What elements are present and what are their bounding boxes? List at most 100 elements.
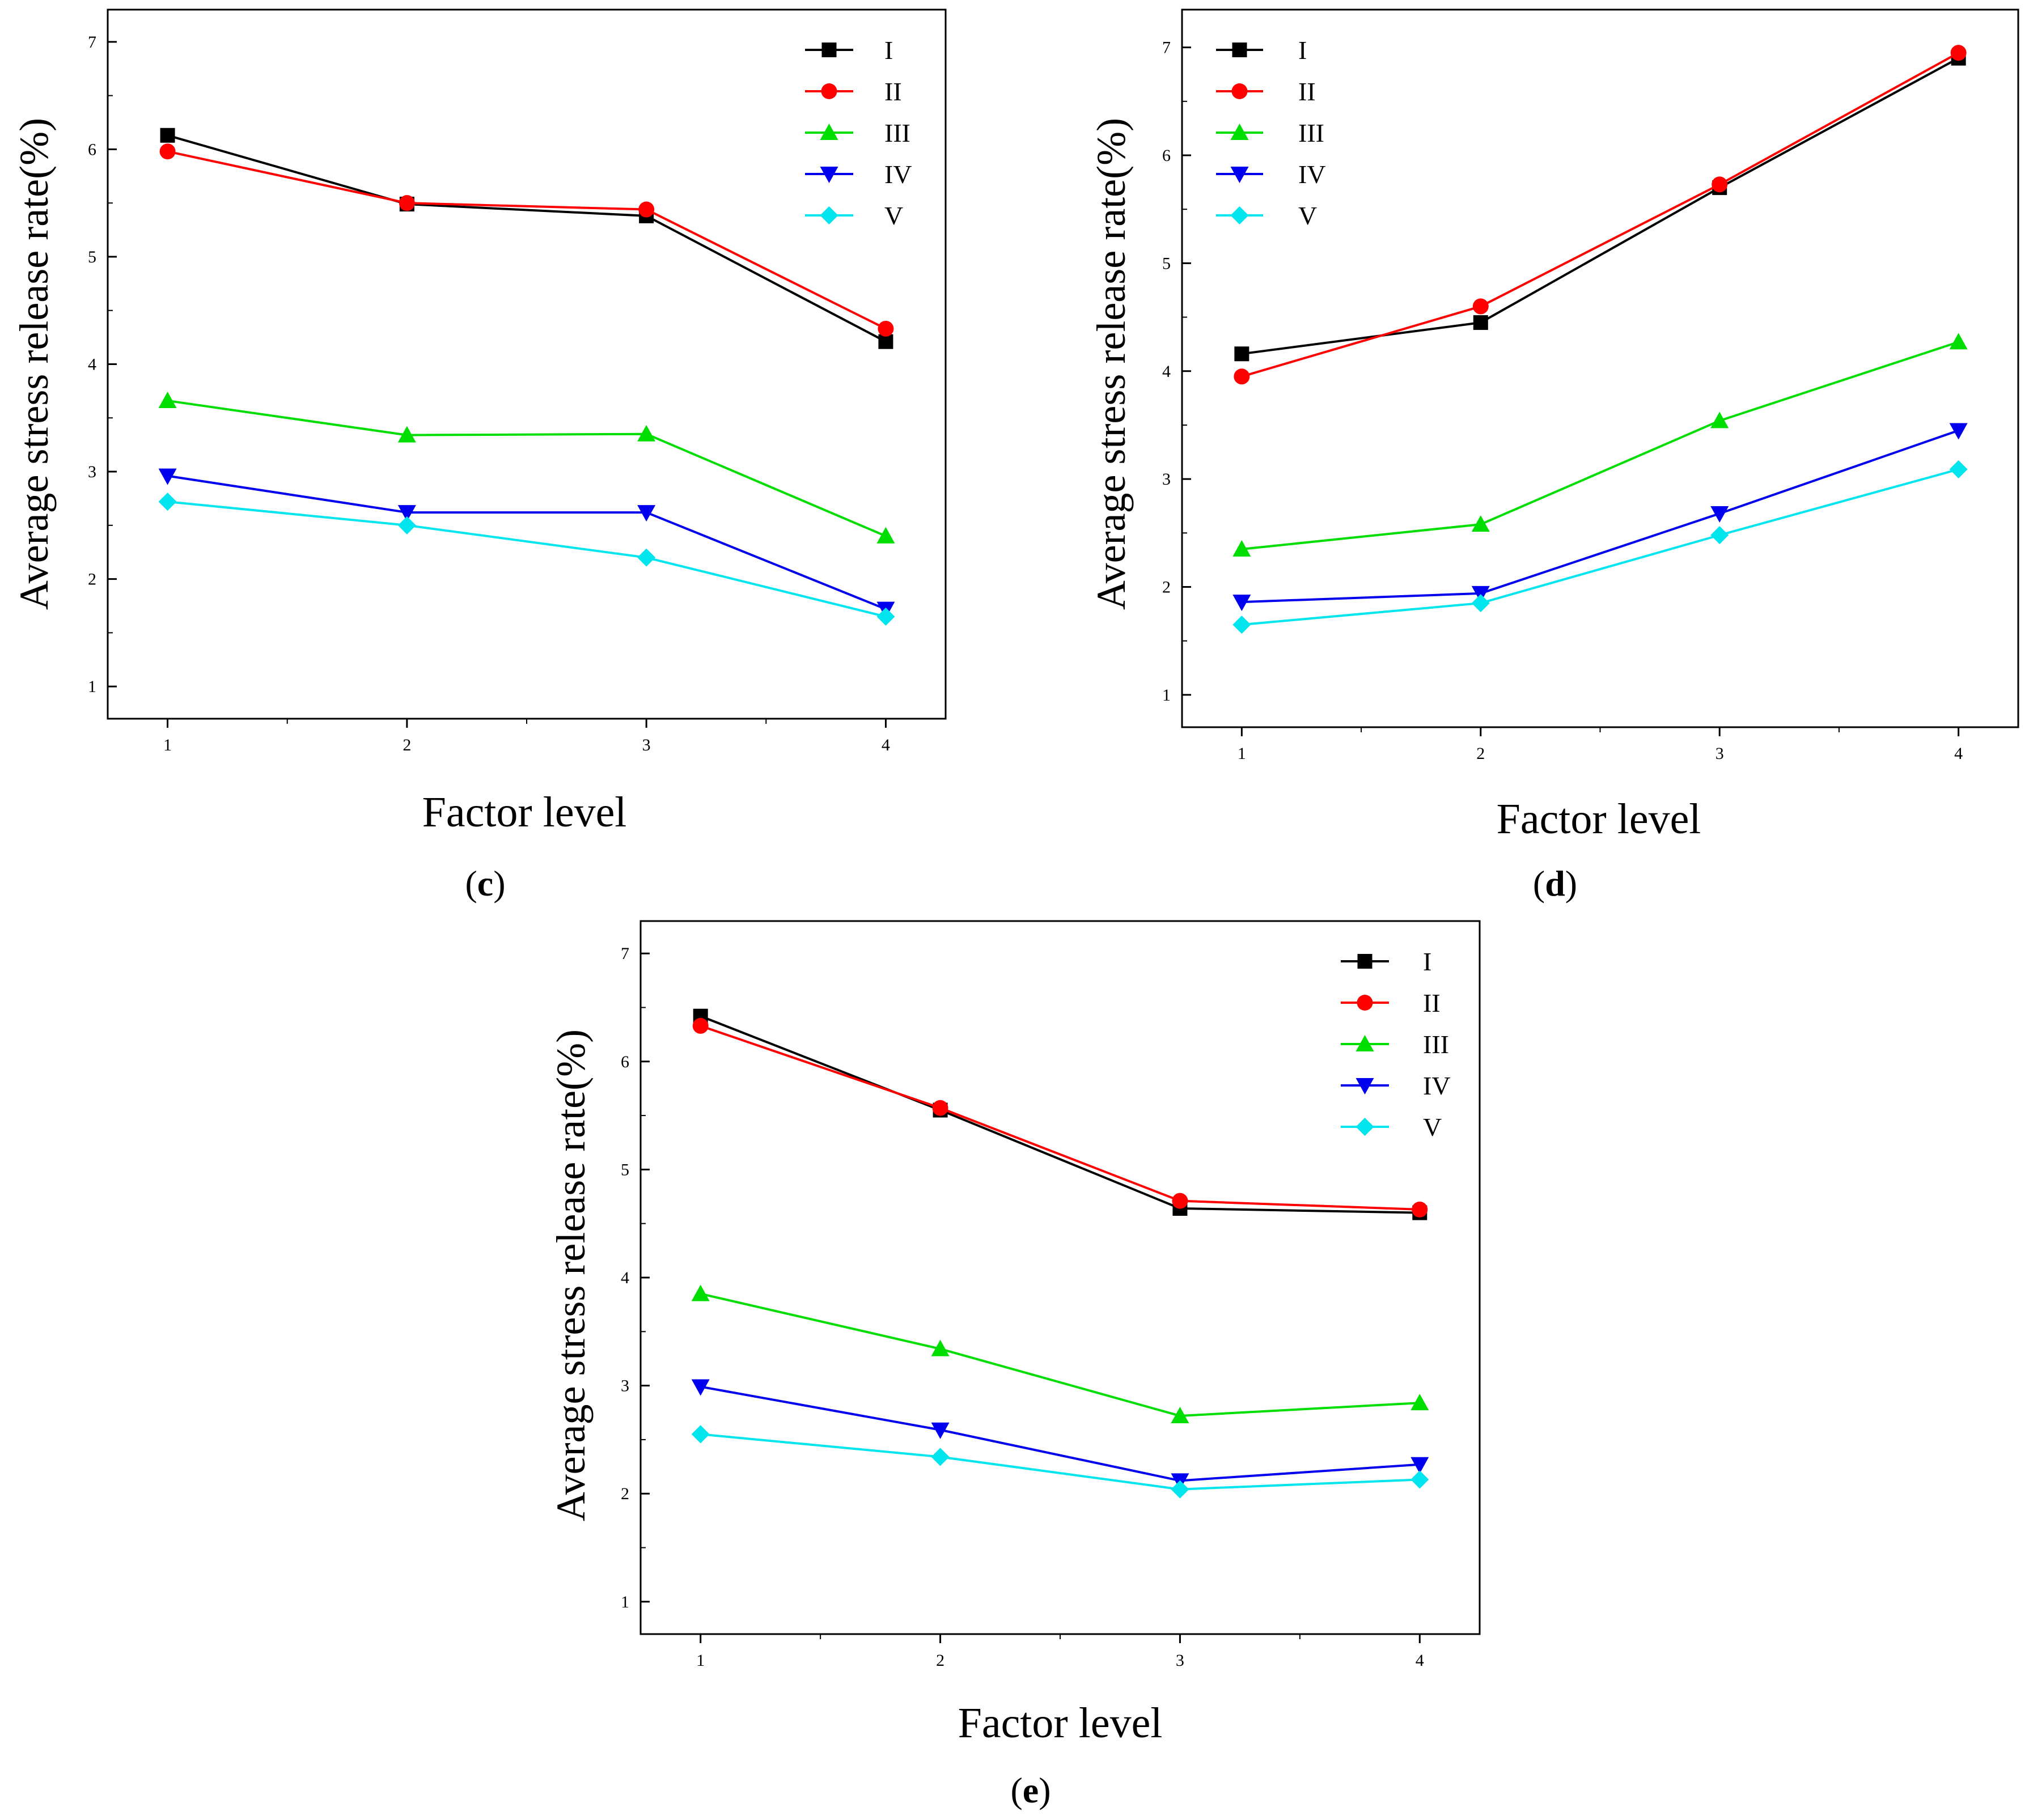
data-point-II-2: [399, 195, 415, 211]
series-V: [1232, 460, 1968, 634]
legend-label-I: I: [1298, 36, 1307, 65]
series-IV: [1232, 423, 1968, 612]
x-tick-label: 2: [1476, 744, 1485, 763]
data-point-I-1: [160, 128, 175, 143]
legend-marker-III: [820, 124, 838, 140]
series-line-IV: [700, 1385, 1420, 1482]
x-tick-label: 1: [696, 1651, 705, 1670]
data-point-II-1: [1234, 368, 1250, 385]
data-point-II-3: [1172, 1193, 1188, 1209]
series-V: [691, 1425, 1429, 1499]
legend-marker-I: [821, 43, 837, 57]
y-tick-label: 1: [88, 677, 96, 696]
series-line-II: [1241, 52, 1959, 378]
x-tick-label: 1: [1238, 744, 1246, 763]
legend-marker-II: [821, 83, 837, 99]
series-line-III: [700, 1292, 1420, 1417]
y-tick-label: 1: [621, 1593, 629, 1611]
legend-marker-V: [820, 206, 838, 224]
panel-label-letter: e: [1023, 1770, 1039, 1810]
series-III: [158, 391, 895, 544]
legend-label-V: V: [1423, 1113, 1442, 1142]
y-tick-label: 3: [88, 463, 96, 481]
legend-label-I: I: [884, 36, 893, 65]
legend-label-V: V: [884, 201, 903, 230]
series-I: [693, 1008, 1427, 1220]
series-line-I: [167, 134, 887, 343]
series-II: [159, 143, 894, 337]
data-point-II-4: [878, 320, 894, 337]
series-line-V: [700, 1433, 1420, 1491]
legend-label-I: I: [1423, 947, 1431, 976]
data-point-III-4: [1410, 1394, 1429, 1411]
y-tick-label: 2: [621, 1484, 629, 1503]
panel-label: (d): [1533, 863, 1577, 903]
plot-frame: [639, 920, 1481, 1635]
panel-label: (c): [465, 863, 505, 903]
data-point-II-3: [638, 201, 655, 218]
panel-label-open-paren: (: [1533, 863, 1545, 903]
series-line-IV: [167, 474, 887, 610]
x-axis-title: Factor level: [958, 1699, 1163, 1747]
data-point-IV-4: [1949, 423, 1968, 440]
y-tick-label: 1: [1162, 686, 1171, 705]
data-point-V-3: [1171, 1480, 1189, 1499]
y-tick-label: 6: [621, 1053, 629, 1071]
panel-label-close-paren: ): [1039, 1770, 1050, 1810]
x-tick-label: 4: [1416, 1651, 1424, 1670]
legend-label-II: II: [884, 77, 902, 106]
series-IV: [158, 468, 895, 618]
x-tick-label: 2: [936, 1651, 944, 1670]
legend-marker-V: [1230, 206, 1249, 224]
legend-marker-IV: [1356, 1078, 1374, 1094]
data-point-III-2: [397, 426, 416, 443]
series-III: [691, 1284, 1429, 1423]
y-tick-label: 4: [1162, 362, 1171, 381]
legend-label-IV: IV: [1423, 1071, 1451, 1100]
legend-label-V: V: [1298, 201, 1317, 230]
plot-frame: [107, 9, 947, 720]
series-line-III: [167, 399, 887, 537]
series-IV: [691, 1379, 1429, 1490]
legend-marker-I: [1357, 954, 1373, 969]
panel-label: (e): [1010, 1770, 1050, 1810]
x-axis-title: Factor level: [422, 788, 627, 836]
data-point-II-4: [1412, 1201, 1428, 1217]
panel-label-letter: d: [1545, 863, 1565, 903]
y-tick-label: 4: [88, 355, 96, 374]
series-line-II: [167, 150, 887, 330]
data-point-V-4: [1949, 460, 1968, 479]
y-tick-label: 2: [1162, 578, 1171, 597]
data-point-IV-1: [1232, 595, 1251, 612]
panel-label-close-paren: ): [1565, 863, 1577, 903]
series-line-V: [167, 500, 886, 618]
legend-label-III: III: [1423, 1030, 1449, 1059]
data-point-IV-1: [158, 468, 177, 485]
data-point-III-3: [637, 425, 656, 442]
data-point-IV-2: [931, 1422, 950, 1439]
data-point-III-4: [1949, 333, 1968, 350]
data-point-II-2: [932, 1100, 948, 1116]
y-tick-label: 7: [621, 944, 629, 963]
data-point-V-3: [1710, 526, 1729, 545]
data-point-I-1: [1234, 346, 1249, 362]
legend-label-IV: IV: [884, 160, 912, 189]
series-I: [160, 128, 893, 349]
y-tick-label: 7: [1162, 39, 1171, 57]
data-point-III-3: [1171, 1406, 1189, 1423]
data-point-III-2: [931, 1339, 950, 1356]
data-point-II-2: [1472, 298, 1489, 315]
x-tick-label: 2: [403, 736, 411, 754]
data-point-I-4: [878, 334, 893, 349]
x-tick-label: 4: [882, 736, 890, 754]
y-axis-title: Average stress release rate(%): [548, 1029, 594, 1521]
panel-label-open-paren: (: [465, 863, 477, 903]
series-II: [1234, 45, 1967, 385]
legend-marker-II: [1357, 995, 1373, 1011]
data-point-V-4: [1410, 1470, 1429, 1489]
x-tick-label: 3: [642, 736, 651, 754]
